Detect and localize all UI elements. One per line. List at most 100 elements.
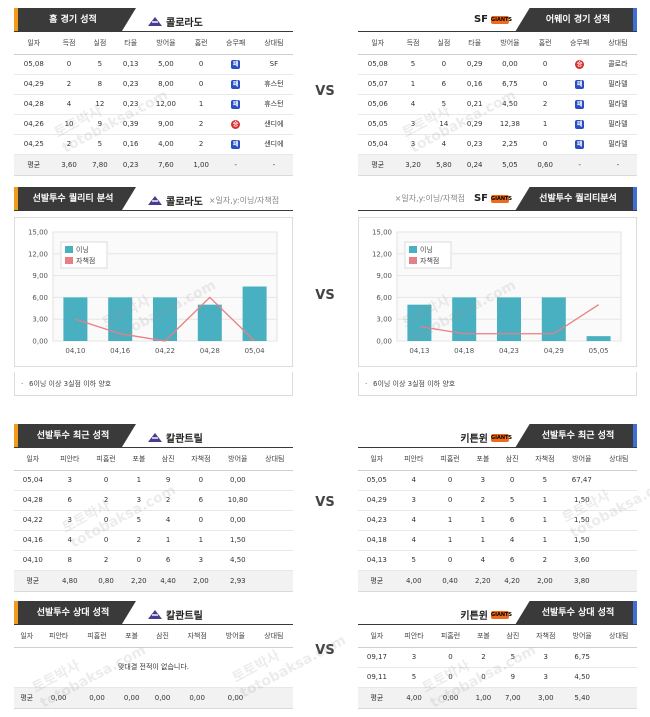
table-cell: 0,23 <box>459 134 491 155</box>
table-cell: 2 <box>185 114 217 135</box>
column-header: 자책점 <box>527 625 564 648</box>
loss-badge: 패 <box>575 139 585 149</box>
x-tick-label: 05,04 <box>245 347 266 355</box>
table-cell: 4 <box>395 470 432 491</box>
quality-right-tab[interactable]: 선발투수 퀄리티분석 <box>515 187 637 211</box>
quality-left-tab[interactable]: 선발투수 퀄리티 분석 <box>14 187 136 211</box>
home-record-tab[interactable]: 홈 경기 성적 <box>14 8 136 32</box>
giants-logo-icon: GIANTS <box>491 433 513 442</box>
column-header: 득점 <box>53 32 85 55</box>
table-cell: 2 <box>124 530 154 551</box>
table-cell <box>600 470 637 491</box>
average-row: 평균 3,60 7,80 0,23 7,60 1,00- - <box>14 154 293 176</box>
table-cell: 9 <box>84 114 116 135</box>
column-header: 일자 <box>358 625 396 648</box>
average-cell <box>254 687 293 709</box>
average-cell: 4,40 <box>153 570 183 592</box>
average-row: 평균 0,00 0,00 0,00 0,00 0,00 0,00 <box>14 687 293 709</box>
table-cell <box>256 530 293 551</box>
column-header: 삼진 <box>498 625 528 648</box>
column-header: 홈런 <box>529 32 561 55</box>
average-row: 평균 4,00 0,40 2,20 4,20 2,00 3,80 <box>358 570 637 592</box>
table-cell: 12 <box>84 94 116 115</box>
table-row: 09,17 3 0 2 5 3 6,75 <box>358 647 637 668</box>
table-row: 04,29 3 0 2 5 1 1,50 <box>358 490 637 511</box>
column-header: 피안타 <box>39 625 78 648</box>
vs-label-1: VS <box>315 84 335 99</box>
table-cell: 1,50 <box>563 510 601 531</box>
bar-innings <box>586 336 611 341</box>
column-header: 실점 <box>428 32 460 55</box>
average-cell: 0,23 <box>115 154 147 176</box>
table-cell: 04,18 <box>358 530 396 551</box>
loss-badge: 패 <box>231 99 241 109</box>
bar-innings <box>197 304 222 341</box>
table-cell: 2 <box>468 490 498 511</box>
column-header: 방어율 <box>490 32 530 55</box>
table-cell: 0 <box>529 134 561 155</box>
table-cell: SF <box>254 54 293 75</box>
table-row: 05,04 3 4 0,23 2,25 0 패 필라델 <box>358 134 637 155</box>
column-header: 상대팀 <box>600 625 637 648</box>
table-cell <box>256 550 293 571</box>
average-cell: 2,20 <box>124 570 154 592</box>
pitcher-recent-left-tab[interactable]: 선발투수 최근 성적 <box>14 424 136 448</box>
average-cell: 0,40 <box>431 570 469 592</box>
quality-left-team: 콜로라도 ×일자,y:이닝/자책점 <box>148 193 279 208</box>
table-cell <box>256 510 293 531</box>
column-header: 방어율 <box>219 448 257 471</box>
table-cell: 9,00 <box>146 114 186 135</box>
column-header: 승무패 <box>560 32 599 55</box>
away-record-header: 어웨이 경기 성적 SF GIANTS <box>358 8 637 32</box>
pitcher-vs-left-tab[interactable]: 선발투수 상대 성적 <box>14 601 136 625</box>
table-cell: 09,11 <box>358 667 396 688</box>
column-header: 포볼 <box>124 448 154 471</box>
table-cell: 0 <box>185 74 217 95</box>
table-row: 04,29 2 8 0,23 8,00 0 패 휴스턴 <box>14 74 293 95</box>
column-header: 삼진 <box>153 448 183 471</box>
average-cell: 1,00 <box>468 687 499 709</box>
pitcher-recent-right-tab[interactable]: 선발투수 최근 성적 <box>515 424 637 448</box>
table-cell: 6 <box>497 550 527 571</box>
pitcher-recent-left-panel: 선발투수 최근 성적 칼콴트릴 일자 피안타 피홈런 포볼 삼진 자책점 방어율 상대팀 05,… <box>14 424 293 592</box>
table-cell: 5 <box>526 470 563 491</box>
average-row: 평균 4,00 0,00 1,00 7,00 3,00 5,40 <box>358 687 637 709</box>
table-cell: 04,28 <box>14 490 52 511</box>
table-cell: 휴스턴 <box>254 94 293 115</box>
pitcher-vs-right-tab[interactable]: 선발투수 상대 성적 <box>515 601 637 625</box>
y-tick-label: 12,00 <box>372 250 392 258</box>
table-cell: 3 <box>124 490 154 511</box>
table-cell: 3 <box>397 134 429 155</box>
table-cell: 0 <box>529 74 561 95</box>
column-header: 타율 <box>459 32 491 55</box>
table-row: 05,05 3 14 0,29 12,38 1 패 필라델 <box>358 114 637 135</box>
table-cell: 3 <box>527 667 564 688</box>
average-cell: 0,00 <box>432 687 469 709</box>
average-row: 평균 4,80 0,80 2,20 4,40 2,00 2,93 <box>14 570 293 592</box>
table-cell: 04,10 <box>14 550 52 571</box>
table-cell: 휴스턴 <box>254 74 293 95</box>
loss-badge: 패 <box>575 79 585 89</box>
pitcher-recent-right-header: 선발투수 최근 성적 키튼윈 GIANTS <box>358 424 637 448</box>
table-cell: 1 <box>124 470 154 491</box>
table-row: 04,10 8 2 0 6 3 4,50 <box>14 550 293 571</box>
pitcher-vs-left-name: 칼콴트릴 <box>148 607 203 622</box>
table-cell: 04,29 <box>14 74 54 95</box>
average-cell: 2,00 <box>182 570 219 592</box>
average-cell: 4,20 <box>497 570 527 592</box>
away-record-panel: 어웨이 경기 성적 SF GIANTS 일자 득점 실점 타율 방어율 홈런 승무패 상대팀 05… <box>358 8 637 176</box>
table-cell: 3 <box>468 470 498 491</box>
average-cell: 평균 <box>14 570 52 592</box>
away-record-tab[interactable]: 어웨이 경기 성적 <box>515 8 637 32</box>
column-header: 방어율 <box>216 625 255 648</box>
rockies-logo-icon <box>148 17 163 26</box>
average-cell: 7,80 <box>84 154 116 176</box>
column-header: 상대팀 <box>598 32 637 55</box>
away-team-name: SF GIANTS <box>473 14 513 25</box>
table-cell: 0 <box>432 667 469 688</box>
pitcher-vs-left-panel: 선발투수 상대 성적 칼콴트릴 일자 피안타 피홈런 포볼 삼진 자책점 방어율 상대팀 맞대결… <box>14 601 293 709</box>
column-header: 방어율 <box>563 448 601 471</box>
average-cell: 0,00 <box>216 687 255 709</box>
average-cell: 5,80 <box>428 154 460 176</box>
